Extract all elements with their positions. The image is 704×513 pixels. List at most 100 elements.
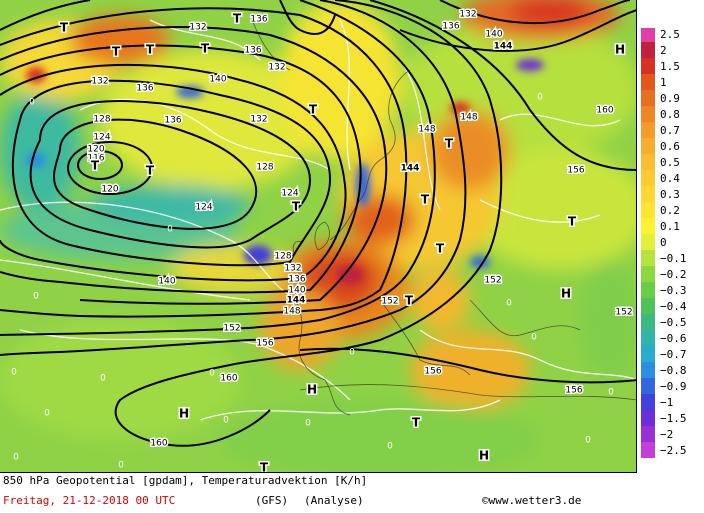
legend-colorbar	[641, 28, 655, 458]
high-pressure-marker: H	[561, 287, 571, 301]
contour-label: 124	[195, 203, 212, 213]
low-pressure-marker: T	[292, 200, 301, 214]
legend-swatch	[641, 250, 655, 267]
legend-swatch	[641, 394, 655, 411]
contour-label: 136	[164, 116, 181, 126]
zero-isoline-label: 0	[29, 98, 35, 108]
zero-isoline-label: 0	[13, 453, 19, 463]
low-pressure-marker: T	[146, 43, 155, 57]
legend-swatch	[641, 58, 655, 75]
legend-swatch	[641, 298, 655, 315]
legend-label: 0.9	[660, 91, 680, 105]
legend-label: −0.9	[660, 379, 687, 393]
zero-isoline-label: 0	[585, 436, 591, 446]
contour-label: 148	[418, 125, 435, 135]
contour-label: 132	[284, 264, 301, 274]
legend-swatch	[641, 122, 655, 139]
contour-label: 132	[250, 115, 267, 125]
zero-isoline-label: 0	[33, 292, 39, 302]
contour-label: 148	[283, 307, 300, 317]
model-label: (GFS)	[255, 494, 289, 507]
legend-swatch	[641, 442, 655, 458]
contour-label: 140	[485, 30, 502, 40]
zero-isoline-label: 0	[223, 416, 229, 426]
zero-isoline-label: 0	[209, 369, 215, 379]
contour-label: 136	[288, 275, 305, 285]
zero-isolines	[0, 19, 636, 421]
legend-swatch	[641, 330, 655, 347]
zero-isoline-label: 0	[537, 93, 543, 103]
zero-isoline-label: 0	[44, 409, 50, 419]
weather-map: 132 136 136 132 136 140 136 132 132 128 124 120 116 1…	[0, 0, 637, 473]
high-pressure-marker: H	[179, 407, 189, 421]
contour-label: 156	[256, 339, 273, 349]
legend-swatch	[641, 106, 655, 123]
legend-label: 0.1	[660, 219, 680, 233]
zero-isoline-label: 0	[349, 348, 355, 358]
low-pressure-marker: T	[309, 103, 318, 117]
high-pressure-marker: H	[615, 43, 625, 57]
legend-label: −0.8	[660, 363, 687, 377]
contour-label: 140	[158, 277, 175, 287]
legend-swatch	[641, 218, 655, 235]
contour-label: 144	[494, 42, 513, 52]
legend-label: 0.2	[660, 203, 680, 217]
contour-label: 160	[596, 106, 613, 116]
zero-marks: 0 0 0 0 0 0 0 0 0 0 0 0 0 0 0 0 0 0	[11, 93, 614, 471]
high-pressure-marker: H	[479, 449, 489, 463]
contour-label: 136	[250, 15, 267, 25]
legend-swatch	[641, 202, 655, 219]
zero-isoline-label: 0	[118, 461, 124, 471]
contour-label: 152	[615, 308, 632, 318]
low-pressure-marker: T	[405, 294, 414, 308]
legend-swatch	[641, 266, 655, 283]
zero-isoline-label: 0	[531, 333, 537, 343]
coastlines	[249, 14, 636, 416]
legend-swatch	[641, 378, 655, 395]
zero-isoline-label: 0	[167, 225, 173, 235]
contour-label: 120	[101, 185, 118, 195]
contour-label: 156	[565, 386, 582, 396]
high-markers: H H H H H	[177, 41, 626, 464]
contour-label: 160	[220, 374, 237, 384]
legend-label: −1.5	[660, 411, 687, 425]
zero-isoline-label: 0	[506, 299, 512, 309]
contour-label: 136	[244, 46, 261, 56]
map-title: 850 hPa Geopotential [gpdam], Temperatur…	[3, 474, 368, 487]
legend-label: 0.5	[660, 155, 680, 169]
legend-label: 2	[660, 43, 667, 57]
contour-label: 152	[484, 276, 501, 286]
contour-label: 132	[91, 77, 108, 87]
contour-label: 136	[442, 22, 459, 32]
legend-swatch	[641, 90, 655, 107]
legend-label: 0	[660, 235, 667, 249]
legend-label: −1	[660, 395, 674, 409]
legend-label: −0.5	[660, 315, 687, 329]
legend-label: 0.6	[660, 139, 680, 153]
legend-swatch	[641, 154, 655, 171]
legend-swatch	[641, 186, 655, 203]
low-markers: T T T T T T T T T T T T T T T T	[58, 10, 578, 472]
low-pressure-marker: T	[445, 137, 454, 151]
legend-label: 0.8	[660, 107, 680, 121]
legend-label: −0.2	[660, 267, 687, 281]
legend-swatch	[641, 234, 655, 251]
legend-label: −0.4	[660, 299, 687, 313]
contour-label: 132	[459, 10, 476, 20]
legend-label: 1	[660, 75, 667, 89]
low-pressure-marker: T	[412, 416, 421, 430]
contour-label: 152	[223, 324, 240, 334]
analysis-label: (Analyse)	[304, 494, 364, 507]
contour-label: 156	[424, 367, 441, 377]
low-pressure-marker: T	[233, 12, 242, 26]
contour-label: 140	[209, 75, 226, 85]
low-pressure-marker: T	[112, 45, 121, 59]
zero-isoline-label: 0	[305, 419, 311, 429]
map-date: Freitag, 21-12-2018 00 UTC	[3, 494, 176, 507]
legend-swatch	[641, 346, 655, 363]
low-pressure-marker: T	[91, 159, 100, 173]
low-pressure-marker: T	[201, 42, 210, 56]
contour-label: 144	[401, 164, 420, 174]
legend-label: 0.3	[660, 187, 680, 201]
